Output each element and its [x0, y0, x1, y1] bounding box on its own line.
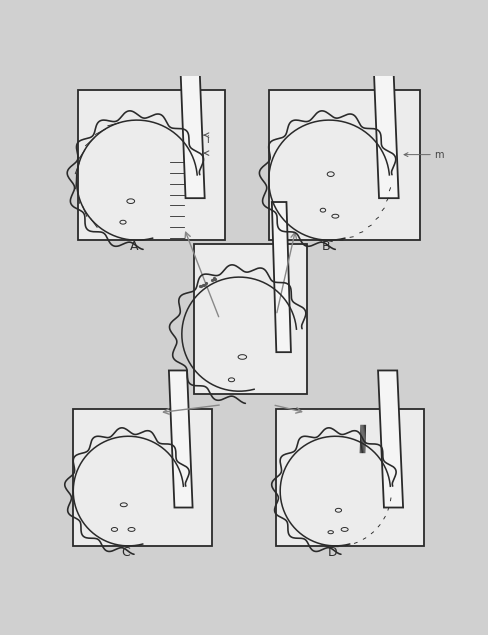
Text: D: D — [327, 546, 337, 559]
Polygon shape — [169, 370, 193, 507]
Text: B: B — [322, 240, 330, 253]
Polygon shape — [180, 48, 204, 198]
Bar — [194, 244, 306, 394]
Bar — [276, 409, 424, 546]
Bar — [269, 90, 420, 240]
Bar — [73, 409, 212, 546]
Text: i: i — [206, 135, 209, 145]
Polygon shape — [378, 370, 403, 507]
Polygon shape — [272, 202, 291, 352]
Bar — [78, 90, 225, 240]
Text: m: m — [434, 150, 444, 159]
Polygon shape — [373, 48, 399, 198]
Text: A: A — [130, 240, 138, 253]
Text: C: C — [121, 546, 130, 559]
